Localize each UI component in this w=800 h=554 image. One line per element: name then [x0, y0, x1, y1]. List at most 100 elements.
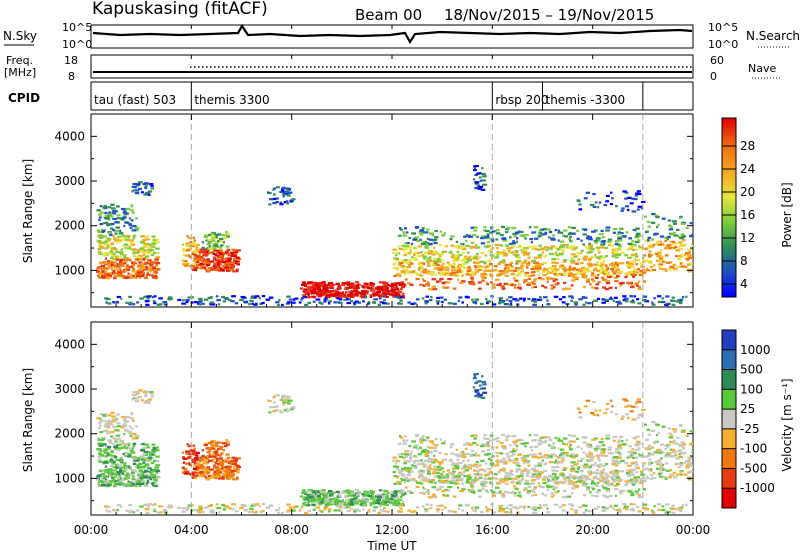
velocity-echo	[588, 473, 592, 477]
power-echo	[108, 232, 112, 235]
velocity-echo	[131, 419, 135, 422]
power-echo	[413, 257, 417, 260]
power-echo	[531, 231, 536, 234]
velocity-echo	[393, 491, 398, 494]
power-echo	[305, 288, 309, 291]
power-echo	[353, 301, 356, 304]
power-echo	[523, 248, 528, 251]
power-echo	[306, 285, 312, 288]
velocity-echo	[280, 396, 284, 399]
power-echo	[275, 200, 279, 204]
velocity-echo	[162, 508, 168, 512]
power-echo	[156, 252, 160, 255]
velocity-echo	[201, 449, 205, 452]
power-echo	[244, 301, 248, 304]
velocity-echo	[520, 470, 523, 474]
power-echo	[335, 293, 339, 296]
power-echo	[646, 260, 650, 263]
power-echo	[138, 254, 143, 258]
velocity-echo	[639, 470, 644, 473]
power-echo	[630, 265, 635, 268]
velocity-echo	[588, 452, 594, 455]
velocity-echo	[488, 470, 493, 473]
velocity-echo	[159, 511, 163, 514]
velocity-echo	[629, 508, 633, 511]
power-echo	[487, 259, 492, 262]
velocity-echo	[337, 504, 343, 507]
power-echo	[622, 298, 627, 302]
power-echo	[422, 231, 426, 234]
velocity-echo	[447, 510, 453, 513]
velocity-echo	[436, 504, 440, 508]
power-echo	[404, 245, 409, 248]
power-echo	[132, 274, 135, 278]
power-echo	[115, 226, 121, 229]
power-echo	[286, 295, 291, 298]
velocity-echo	[504, 477, 508, 480]
power-echo	[454, 256, 457, 259]
power-echo	[104, 257, 108, 260]
velocity-echo	[279, 398, 282, 401]
velocity-echo	[446, 475, 450, 478]
velocity-echo	[464, 503, 469, 506]
power-echo	[505, 244, 510, 247]
velocity-echo	[148, 452, 153, 455]
power-echo	[350, 293, 353, 296]
power-echo	[225, 245, 230, 248]
velocity-echo	[203, 444, 208, 447]
power-echo	[532, 303, 537, 306]
velocity-echo	[226, 466, 231, 469]
power-echo	[636, 258, 640, 262]
power-echo	[273, 187, 277, 190]
power-echo	[127, 268, 131, 271]
power-echo	[473, 226, 478, 229]
velocity-echo	[385, 503, 389, 506]
velocity-echo	[103, 484, 108, 487]
velocity-echo	[602, 477, 608, 481]
velocity-echo	[100, 472, 106, 476]
power-echo	[528, 245, 532, 248]
power-echo	[369, 289, 373, 292]
velocity-echo	[128, 425, 132, 428]
power-echo	[206, 243, 211, 246]
velocity-echo	[624, 480, 629, 483]
velocity-echo	[122, 443, 128, 446]
velocity-echo	[96, 482, 100, 485]
power-echo	[113, 261, 118, 264]
power-echo	[478, 287, 482, 290]
power-echo	[387, 291, 390, 294]
power-echo	[411, 269, 416, 273]
power-echo	[98, 276, 104, 279]
velocity-echo	[265, 506, 271, 509]
power-echo	[461, 280, 466, 283]
velocity-echo	[595, 454, 600, 457]
power-echo	[328, 283, 332, 286]
power-echo	[346, 301, 352, 305]
power-echo	[504, 274, 509, 277]
velocity-echo	[304, 511, 309, 514]
power-echo	[671, 220, 677, 223]
power-echo	[418, 261, 423, 264]
power-echo	[406, 282, 412, 285]
power-echo	[657, 243, 663, 246]
velocity-echo	[190, 452, 195, 455]
power-echo	[99, 204, 103, 208]
power-echo	[474, 173, 478, 177]
power-echo	[121, 238, 126, 241]
power-echo	[637, 192, 642, 196]
power-echo	[598, 201, 602, 204]
velocity-echo	[137, 395, 142, 399]
power-echo	[212, 245, 215, 248]
power-echo	[413, 252, 417, 255]
velocity-echo	[196, 464, 201, 467]
power-echo	[190, 301, 194, 304]
power-echo	[616, 243, 621, 246]
power-echo	[480, 275, 485, 278]
power-echo	[185, 244, 190, 247]
velocity-echo	[519, 474, 524, 478]
velocity-echo	[430, 478, 436, 482]
power-echo	[491, 240, 495, 243]
power-echo	[404, 242, 408, 245]
velocity-echo	[275, 509, 280, 512]
power-echo	[634, 255, 639, 258]
